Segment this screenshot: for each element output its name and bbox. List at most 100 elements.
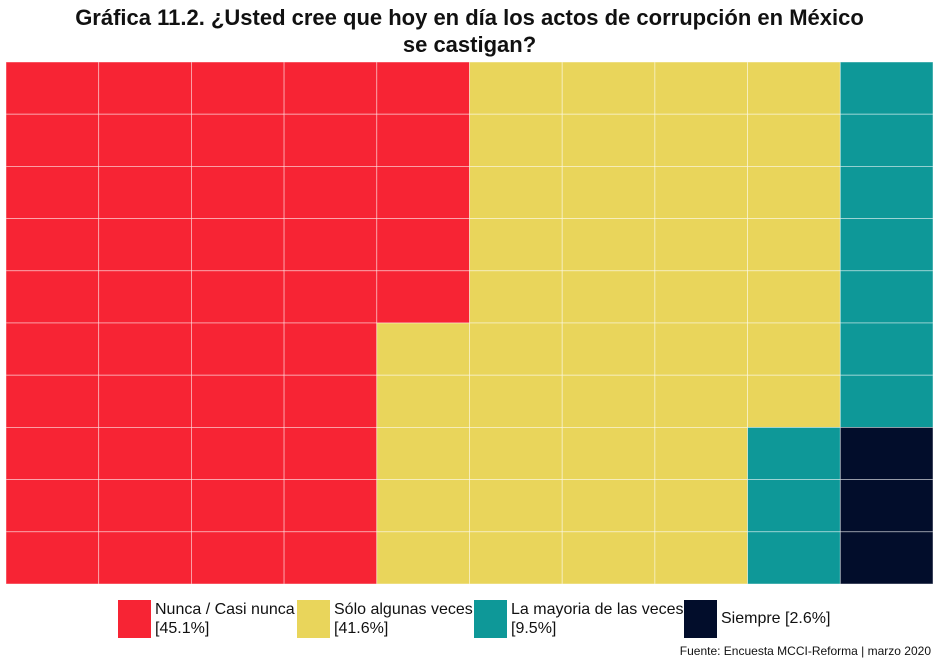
waffle-square-nunca <box>283 479 378 533</box>
waffle-square-nunca <box>283 322 378 376</box>
waffle-square-nunca <box>190 218 285 272</box>
chart-title: Gráfica 11.2. ¿Usted cree que hoy en día… <box>0 4 939 58</box>
waffle-square-nunca <box>6 166 100 220</box>
waffle-square-algunas <box>654 531 749 584</box>
legend-label-mayoria-line1: La mayoria de las veces <box>511 601 684 618</box>
waffle-square-nunca <box>283 113 378 167</box>
waffle-square-algunas <box>654 113 749 167</box>
waffle-square-algunas <box>561 113 656 167</box>
waffle-square-nunca <box>98 479 192 533</box>
waffle-square-nunca <box>283 62 378 115</box>
waffle-square-nunca <box>190 479 285 533</box>
waffle-square-nunca <box>6 218 100 272</box>
waffle-square-nunca <box>376 218 470 272</box>
waffle-square-nunca <box>283 374 378 428</box>
waffle-square-algunas <box>376 531 470 584</box>
legend-label-nunca-line2: [45.1%] <box>155 620 210 637</box>
waffle-square-algunas <box>747 218 841 272</box>
waffle-square-nunca <box>190 166 285 220</box>
waffle-square-nunca <box>190 113 285 167</box>
waffle-square-siempre <box>839 479 933 533</box>
waffle-square-algunas <box>747 270 841 324</box>
waffle-square-nunca <box>190 531 285 584</box>
waffle-square-algunas <box>654 166 749 220</box>
waffle-chart <box>6 62 933 584</box>
legend-swatch-algunas <box>297 600 330 638</box>
waffle-square-nunca <box>6 62 100 115</box>
waffle-square-nunca <box>376 166 470 220</box>
legend-label-nunca: Nunca / Casi nunca [45.1%] <box>155 600 295 638</box>
waffle-square-mayoria <box>839 270 933 324</box>
legend-label-mayoria: La mayoria de las veces [9.5%] <box>511 600 684 638</box>
waffle-square-nunca <box>6 270 100 324</box>
legend-label-siempre-line1: Siempre [2.6%] <box>721 610 831 627</box>
waffle-square-nunca <box>98 62 192 115</box>
waffle-square-algunas <box>561 62 656 115</box>
waffle-square-algunas <box>654 322 749 376</box>
waffle-square-nunca <box>6 426 100 480</box>
legend-label-algunas-line2: [41.6%] <box>334 620 389 637</box>
waffle-square-algunas <box>561 426 656 480</box>
waffle-square-mayoria <box>839 322 933 376</box>
waffle-square-algunas <box>376 322 470 376</box>
waffle-square-algunas <box>747 322 841 376</box>
waffle-square-algunas <box>376 374 470 428</box>
waffle-square-nunca <box>190 62 285 115</box>
waffle-square-nunca <box>98 322 192 376</box>
waffle-square-nunca <box>98 166 192 220</box>
waffle-square-nunca <box>283 531 378 584</box>
waffle-square-mayoria <box>747 479 841 533</box>
waffle-square-algunas <box>469 374 563 428</box>
waffle-square-algunas <box>561 374 656 428</box>
waffle-square-algunas <box>747 374 841 428</box>
waffle-square-algunas <box>469 322 563 376</box>
waffle-square-algunas <box>561 166 656 220</box>
waffle-square-algunas <box>376 426 470 480</box>
legend-label-mayoria-line2: [9.5%] <box>511 620 557 637</box>
chart-title-line1: Gráfica 11.2. ¿Usted cree que hoy en día… <box>75 5 864 30</box>
waffle-square-nunca <box>98 218 192 272</box>
waffle-square-nunca <box>376 270 470 324</box>
waffle-square-algunas <box>561 479 656 533</box>
legend-swatch-mayoria <box>474 600 507 638</box>
legend-label-nunca-line1: Nunca / Casi nunca <box>155 601 295 618</box>
waffle-square-nunca <box>98 113 192 167</box>
waffle-square-algunas <box>376 479 470 533</box>
legend-swatch-nunca <box>118 600 151 638</box>
waffle-square-algunas <box>654 62 749 115</box>
waffle-square-algunas <box>654 270 749 324</box>
waffle-square-algunas <box>561 218 656 272</box>
waffle-square-algunas <box>561 270 656 324</box>
waffle-square-siempre <box>839 531 933 584</box>
waffle-square-algunas <box>469 218 563 272</box>
waffle-square-nunca <box>6 531 100 584</box>
waffle-square-mayoria <box>839 62 933 115</box>
waffle-square-mayoria <box>747 531 841 584</box>
waffle-square-algunas <box>747 62 841 115</box>
waffle-square-nunca <box>6 479 100 533</box>
waffle-square-nunca <box>376 113 470 167</box>
waffle-square-nunca <box>6 113 100 167</box>
waffle-square-algunas <box>747 166 841 220</box>
waffle-square-algunas <box>654 426 749 480</box>
waffle-square-mayoria <box>747 426 841 480</box>
waffle-square-mayoria <box>839 374 933 428</box>
waffle-square-algunas <box>747 113 841 167</box>
waffle-square-nunca <box>98 531 192 584</box>
waffle-square-algunas <box>469 531 563 584</box>
waffle-square-nunca <box>190 270 285 324</box>
legend: Nunca / Casi nunca [45.1%] Sólo algunas … <box>118 598 918 642</box>
waffle-square-mayoria <box>839 218 933 272</box>
waffle-square-algunas <box>561 322 656 376</box>
waffle-square-algunas <box>654 479 749 533</box>
waffle-square-algunas <box>469 426 563 480</box>
waffle-square-nunca <box>98 426 192 480</box>
waffle-square-algunas <box>469 62 563 115</box>
waffle-square-nunca <box>98 374 192 428</box>
waffle-square-nunca <box>190 322 285 376</box>
waffle-square-algunas <box>561 531 656 584</box>
waffle-square-nunca <box>98 270 192 324</box>
waffle-square-algunas <box>654 374 749 428</box>
waffle-square-mayoria <box>839 166 933 220</box>
waffle-square-nunca <box>376 62 470 115</box>
